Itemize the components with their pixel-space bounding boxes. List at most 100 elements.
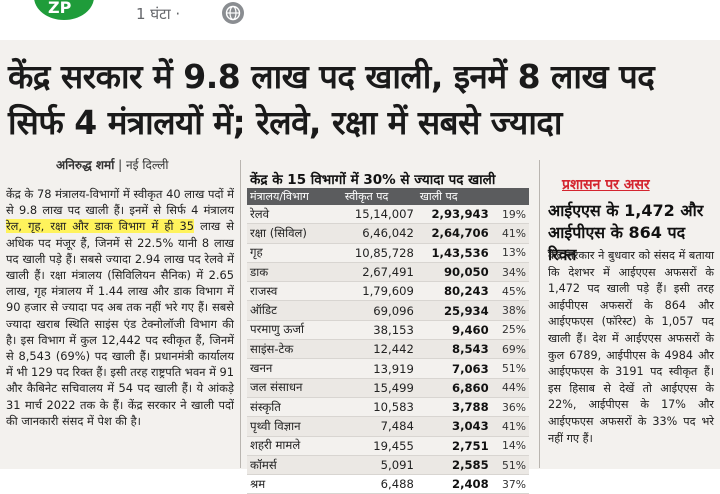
row-percent: 34%	[491, 262, 529, 283]
article-text-start: केंद्र के 78 मंत्रालय-विभागों में स्वीकृ…	[6, 187, 234, 218]
row-vacant: 2,93,943	[416, 205, 492, 225]
row-vacant: 8,543	[416, 339, 492, 360]
row-vacant: 25,934	[416, 300, 492, 321]
row-percent: 36%	[491, 397, 529, 418]
row-sanctioned: 15,14,007	[341, 205, 417, 225]
row-sanctioned: 6,46,042	[341, 223, 417, 244]
row-sanctioned: 10,583	[341, 397, 417, 418]
row-sanctioned: 1,79,609	[341, 281, 417, 302]
row-department: डाक	[247, 262, 342, 283]
row-department: रक्षा (सिविल)	[247, 223, 342, 244]
row-sanctioned: 2,67,491	[341, 262, 417, 283]
row-percent: 37%	[491, 474, 529, 494]
table-row: खनन 13,919 7,063 51%	[247, 358, 529, 379]
row-department: गृह	[247, 243, 342, 263]
avatar-logo: ZP	[48, 0, 72, 17]
clipping-headline: केंद्र सरकार में 9.8 लाख पद खाली, इनमें …	[8, 57, 655, 142]
row-department: पृथ्वी विज्ञान	[247, 416, 342, 437]
column-divider	[240, 160, 241, 468]
row-sanctioned: 13,919	[341, 358, 417, 379]
table-row: जल संसाधन 15,499 6,860 44%	[247, 378, 529, 398]
row-department: संस्कृति	[247, 397, 342, 418]
post-time-separator: ·	[175, 5, 181, 23]
table-row: पृथ्वी विज्ञान 7,484 3,043 41%	[247, 416, 529, 437]
row-department: साइंस-टेक	[247, 339, 342, 360]
row-sanctioned: 38,153	[341, 320, 417, 341]
row-vacant: 2,585	[416, 455, 492, 476]
byline-name: अनिरुद्ध शर्मा	[56, 158, 115, 172]
table-row: रेलवे 15,14,007 2,93,943 19%	[247, 205, 529, 225]
globe-icon-glyph	[225, 5, 241, 21]
row-percent: 45%	[491, 281, 529, 302]
row-sanctioned: 7,484	[341, 416, 417, 437]
post-timestamp[interactable]: 1 घंटा ·	[136, 4, 180, 24]
row-department: परमाणु ऊर्जा	[247, 320, 342, 341]
newspaper-clipping[interactable]: केंद्र सरकार में 9.8 लाख पद खाली, इनमें …	[0, 40, 720, 494]
row-vacant: 2,408	[416, 474, 492, 494]
row-vacant: 80,243	[416, 281, 492, 302]
table-row: शहरी मामले 19,455 2,751 14%	[247, 436, 529, 456]
row-vacant: 2,751	[416, 436, 492, 456]
row-vacant: 2,64,706	[416, 223, 492, 244]
table-title: केंद्र के 15 विभागों में 30% से ज्यादा प…	[250, 172, 496, 188]
table-row: साइंस-टेक 12,442 8,543 69%	[247, 339, 529, 360]
row-vacant: 9,460	[416, 320, 492, 341]
table-row: डाक 2,67,491 90,050 34%	[247, 262, 529, 283]
row-sanctioned: 15,499	[341, 378, 417, 398]
column-divider	[539, 160, 540, 468]
table-header-row: मंत्रालय/विभाग स्वीकृत पद खाली पद	[247, 188, 529, 205]
header-percent	[491, 188, 529, 205]
row-percent: 69%	[491, 339, 529, 360]
byline-city: नई दिल्ली	[126, 158, 169, 172]
table-row: ऑडिट 69,096 25,934 38%	[247, 300, 529, 321]
row-sanctioned: 19,455	[341, 436, 417, 456]
row-sanctioned: 12,442	[341, 339, 417, 360]
byline: अनिरुद्ध शर्मा | नई दिल्ली	[56, 156, 169, 173]
row-department: राजस्व	[247, 281, 342, 302]
row-vacant: 3,788	[416, 397, 492, 418]
row-department: खनन	[247, 358, 342, 379]
row-sanctioned: 6,488	[341, 474, 417, 494]
table-row: गृह 10,85,728 1,43,536 13%	[247, 243, 529, 263]
row-department: रेलवे	[247, 205, 342, 225]
globe-icon[interactable]	[222, 2, 244, 24]
row-percent: 14%	[491, 436, 529, 456]
header-vacant: खाली पद	[416, 188, 492, 205]
row-department: श्रम	[247, 474, 342, 494]
article-body: केंद्र के 78 मंत्रालय-विभागों में स्वीकृ…	[6, 186, 234, 429]
row-percent: 41%	[491, 223, 529, 244]
row-percent: 38%	[491, 300, 529, 321]
side-kicker: प्रशासन पर असर	[562, 177, 650, 193]
row-vacant: 3,043	[416, 416, 492, 437]
row-sanctioned: 5,091	[341, 455, 417, 476]
row-department: कॉमर्स	[247, 455, 342, 476]
row-percent: 19%	[491, 205, 529, 225]
row-department: ऑडिट	[247, 300, 342, 321]
table-row: राजस्व 1,79,609 80,243 45%	[247, 281, 529, 302]
row-department: जल संसाधन	[247, 378, 342, 398]
row-percent: 41%	[491, 416, 529, 437]
post-time-text: 1 घंटा	[136, 5, 171, 23]
row-percent: 51%	[491, 455, 529, 476]
side-headline: आईएएस के 1,472 और आईपीएस के 864 पद रिक्त	[548, 201, 704, 264]
byline-separator: |	[114, 158, 126, 172]
header-department: मंत्रालय/विभाग	[247, 188, 342, 205]
side-body: केंद्र सरकार ने बुधवार को संसद में बताया…	[548, 249, 714, 445]
post-header: ZP 1 घंटा ·	[0, 0, 720, 40]
page-avatar[interactable]: ZP	[34, 0, 94, 20]
row-vacant: 7,063	[416, 358, 492, 379]
row-percent: 25%	[491, 320, 529, 341]
row-percent: 44%	[491, 378, 529, 398]
row-vacant: 90,050	[416, 262, 492, 283]
table-row: संस्कृति 10,583 3,788 36%	[247, 397, 529, 418]
table-row: परमाणु ऊर्जा 38,153 9,460 25%	[247, 320, 529, 341]
row-percent: 13%	[491, 243, 529, 263]
table-body: रेलवे 15,14,007 2,93,943 19% रक्षा (सिविल) 6,…	[247, 205, 529, 494]
row-sanctioned: 69,096	[341, 300, 417, 321]
table-row: रक्षा (सिविल) 6,46,042 2,64,706 41%	[247, 223, 529, 244]
row-sanctioned: 10,85,728	[341, 243, 417, 263]
row-vacant: 6,860	[416, 378, 492, 398]
article-highlight: रेल, गृह, रक्षा और डाक विभाग में ही 35	[6, 219, 195, 234]
article-text-end: लाख से अधिक पद मंजूर हैं, जिनमें से 22.5…	[6, 219, 235, 428]
row-percent: 51%	[491, 358, 529, 379]
